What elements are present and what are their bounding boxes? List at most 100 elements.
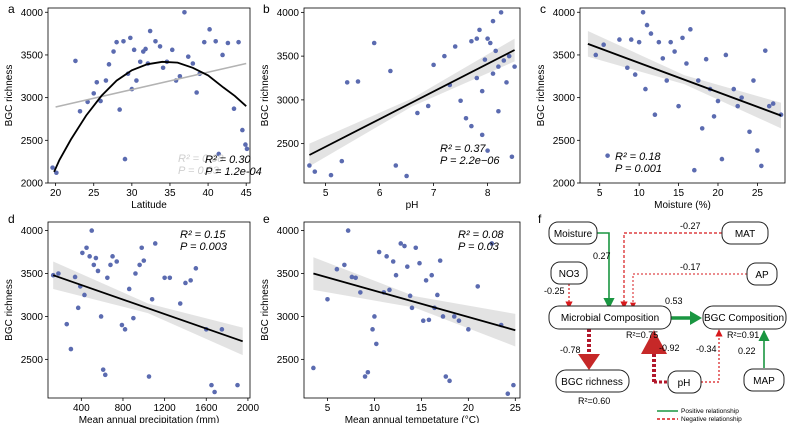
data-point bbox=[105, 275, 110, 281]
data-point bbox=[122, 156, 128, 162]
x-tick-label: 15 bbox=[673, 188, 685, 199]
data-point bbox=[593, 52, 599, 58]
data-point bbox=[240, 127, 245, 133]
data-point bbox=[133, 271, 138, 276]
r2-microbial: R²=0.75 bbox=[626, 330, 658, 340]
data-point bbox=[695, 78, 701, 83]
data-point bbox=[688, 27, 693, 32]
scatter-panel-b: 5 6 7 8 2500 3000 3500 4000 pH BGC richness R² = 0… bbox=[260, 7, 521, 211]
legend-negative-label: Negative relationship bbox=[681, 416, 742, 423]
data-point bbox=[95, 268, 101, 274]
y-tick-label: 2500 bbox=[21, 136, 44, 147]
data-point bbox=[209, 382, 214, 388]
data-point bbox=[362, 374, 368, 379]
data-point bbox=[325, 296, 330, 302]
coef-map-comp: 0.22 bbox=[738, 346, 756, 356]
data-point bbox=[617, 37, 622, 42]
panel-label-c: c bbox=[540, 2, 546, 16]
plot-frame bbox=[47, 7, 251, 184]
data-point bbox=[506, 53, 512, 59]
y-tick-label: 2000 bbox=[21, 179, 44, 190]
data-point bbox=[94, 79, 100, 85]
path-ap-microbial bbox=[630, 273, 747, 309]
y-tick-label: 4000 bbox=[21, 8, 44, 19]
x-axis-label: pH bbox=[406, 200, 419, 211]
data-point bbox=[98, 98, 103, 104]
data-point bbox=[407, 293, 413, 299]
scatter-panel-a: 20 25 30 35 40 45 2000 2500 3000 3500 4000 Latitude… bbox=[4, 7, 262, 211]
coef-moisture-microbial: 0.27 bbox=[593, 251, 611, 261]
sem-path-diagram: Moisture MAT NO3 AP Microbial Compositio… bbox=[544, 221, 787, 423]
data-point bbox=[490, 18, 496, 24]
data-point bbox=[167, 275, 173, 281]
x-tick-label: 10 bbox=[634, 188, 646, 199]
data-point bbox=[498, 10, 504, 15]
data-point bbox=[479, 88, 485, 94]
data-point bbox=[183, 280, 188, 286]
data-point bbox=[235, 382, 240, 388]
panel-label-f: f bbox=[538, 212, 542, 226]
data-point bbox=[64, 321, 70, 327]
coef-ph-microbial: -0.92 bbox=[659, 343, 680, 353]
y-tick-label: 3000 bbox=[21, 312, 44, 323]
node-ph-label: pH bbox=[678, 378, 691, 389]
data-point bbox=[143, 46, 148, 52]
panel-label-d: d bbox=[8, 212, 15, 226]
y-tick-label: 2500 bbox=[277, 355, 300, 366]
data-point bbox=[111, 49, 116, 54]
data-point bbox=[119, 322, 125, 328]
data-point bbox=[82, 292, 87, 298]
data-point bbox=[194, 90, 199, 95]
data-point bbox=[388, 68, 393, 74]
data-point bbox=[93, 255, 99, 261]
data-point bbox=[511, 382, 516, 388]
data-point bbox=[128, 35, 133, 41]
data-point bbox=[762, 48, 768, 53]
x-tick-label: 45 bbox=[241, 188, 253, 199]
data-point bbox=[415, 110, 420, 116]
data-point bbox=[212, 389, 217, 395]
data-point bbox=[413, 245, 419, 251]
data-point bbox=[177, 301, 183, 306]
data-point bbox=[152, 241, 158, 246]
node-no3-label: NO3 bbox=[559, 269, 580, 280]
data-point bbox=[182, 9, 187, 15]
data-point bbox=[456, 318, 462, 324]
node-map bbox=[743, 368, 785, 392]
data-point bbox=[429, 272, 435, 278]
plot-frame bbox=[303, 7, 521, 184]
data-point bbox=[114, 39, 119, 45]
node-map-label: MAP bbox=[753, 376, 775, 387]
r-squared-label: R² = 0.08 bbox=[178, 153, 224, 165]
data-point bbox=[84, 245, 89, 251]
data-point bbox=[723, 52, 729, 58]
coef-no3-microbial: -0.25 bbox=[544, 286, 565, 296]
p-value-label: P = 2.2e−06 bbox=[440, 155, 500, 167]
data-point bbox=[98, 314, 104, 319]
data-point bbox=[207, 27, 212, 32]
data-point bbox=[307, 163, 312, 168]
coef-ph-comp: -0.34 bbox=[696, 344, 717, 354]
data-point bbox=[370, 327, 375, 332]
data-point bbox=[755, 148, 760, 153]
data-point bbox=[353, 275, 358, 281]
data-point bbox=[126, 286, 132, 292]
data-point bbox=[243, 142, 248, 147]
y-tick-label: 2500 bbox=[553, 136, 576, 147]
node-bgc-composition bbox=[702, 305, 787, 330]
x-tick-label: 1600 bbox=[195, 403, 218, 414]
x-tick-label: 20 bbox=[712, 188, 724, 199]
node-bgc-rich-label: BGC richness bbox=[561, 377, 623, 388]
node-moisture-label: Moisture bbox=[554, 229, 593, 240]
data-point bbox=[684, 61, 689, 66]
data-point bbox=[244, 146, 250, 152]
p-value-label: P = 0.03 bbox=[458, 241, 500, 253]
data-point bbox=[442, 53, 447, 59]
data-point bbox=[451, 314, 457, 319]
data-point bbox=[103, 78, 109, 83]
data-point bbox=[137, 59, 143, 65]
data-point bbox=[504, 80, 509, 85]
data-point bbox=[423, 278, 429, 283]
data-point bbox=[437, 258, 443, 263]
y-tick-label: 3000 bbox=[277, 95, 300, 106]
